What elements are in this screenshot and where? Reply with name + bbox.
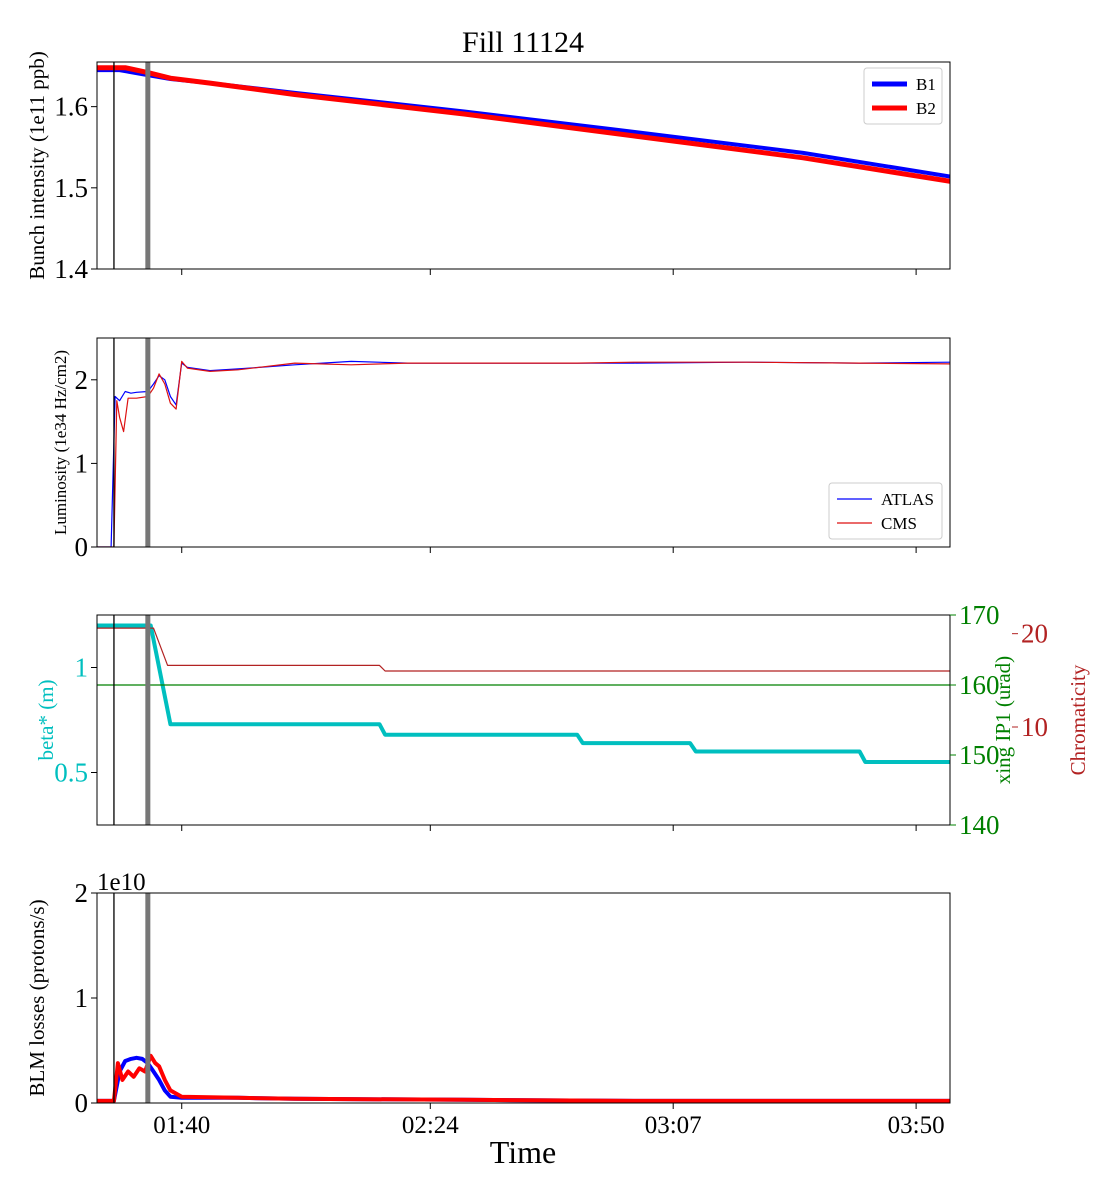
series-line-chromaticity — [97, 627, 950, 672]
x-tick-label: 03:50 — [888, 1112, 945, 1139]
y-tick-label: 1.6 — [54, 92, 88, 122]
right-y-tick-label: 170 — [959, 600, 1000, 630]
series-line-b2 — [97, 65, 950, 184]
y-axis-label: Luminosity (1e34 Hz/cm2) — [51, 350, 70, 535]
x-tick-label: 02:24 — [402, 1112, 459, 1139]
legend-box — [828, 482, 943, 540]
right-y-axis-label-1: xing IP1 (urad) — [991, 656, 1015, 784]
y-tick-label: 0 — [75, 1088, 89, 1118]
y-tick-label: 1 — [75, 653, 89, 683]
y-tick-label: 1.5 — [54, 173, 88, 203]
right-y-tick-label: 140 — [959, 810, 1000, 840]
right-y-tick-label: 10 — [1021, 712, 1048, 742]
x-tick-label: 03:07 — [645, 1112, 702, 1139]
axes-frame — [96, 614, 951, 826]
legend-label: ATLAS — [881, 490, 934, 509]
axes-frame — [96, 337, 951, 548]
series-line-b1 — [97, 1055, 950, 1103]
y-axis-label: Bunch intensity (1e11 ppb) — [25, 51, 49, 279]
y-tick-label: 1.4 — [54, 254, 88, 284]
axes-frame — [96, 892, 951, 1104]
axes-frame — [96, 61, 951, 270]
y-axis-label: beta* (m) — [34, 679, 58, 760]
figure-title: Fill 11124 — [462, 26, 584, 59]
y-tick-label: 0 — [75, 532, 89, 562]
panel-2: 0 1 2 Luminosity (1e34 Hz/cm2) ATLAS CMS — [51, 337, 951, 562]
series-line-beta- — [97, 623, 950, 764]
right-y-tick-label: 20 — [1021, 619, 1048, 649]
x-tick-label: 01:40 — [153, 1112, 210, 1139]
y-tick-label: 0.5 — [54, 758, 88, 788]
y-tick-label: 1 — [75, 448, 89, 478]
y-tick-label: 2 — [75, 878, 89, 908]
y-tick-label: 2 — [75, 365, 89, 395]
x-axis-label: Time — [490, 1134, 556, 1170]
legend: ATLAS CMS — [828, 482, 943, 540]
legend-label: CMS — [881, 514, 917, 533]
panel-4: 0 1 2 BLM losses (protons/s) 01:40 02:24 03:07… — [25, 869, 951, 1139]
right-y-tick-label: 160 — [959, 670, 1000, 700]
plot-area-3 — [97, 623, 950, 764]
plot-area-4 — [97, 1053, 950, 1103]
right-y-tick-label: 150 — [959, 740, 1000, 770]
series-line-atlas — [97, 360, 950, 547]
series-line-b2 — [97, 1053, 950, 1103]
legend-label: B2 — [916, 99, 936, 118]
panel-3: 0.5 1 beta* (m) 140 150 160 170 xing IP1 (urad)… — [34, 600, 1090, 840]
right-y-axis-label-2: Chromaticity — [1066, 664, 1090, 775]
legend-label: B1 — [916, 75, 936, 94]
series-line-cms — [97, 360, 950, 547]
plot-area-1 — [97, 65, 950, 184]
y-offset-text: 1e10 — [97, 869, 146, 896]
plot-area-2 — [97, 360, 950, 547]
y-axis-label: BLM losses (protons/s) — [25, 899, 49, 1096]
y-tick-label: 1 — [75, 983, 89, 1013]
